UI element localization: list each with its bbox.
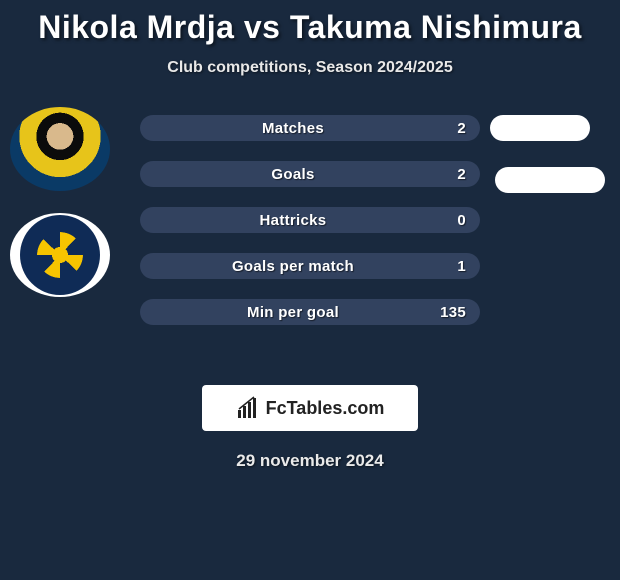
- club-badge: [10, 213, 110, 297]
- stat-row-gpm: Goals per match 1: [140, 245, 480, 291]
- stat-row-mpg: Min per goal 135: [140, 291, 480, 337]
- stat-bar-matches: Matches 2: [140, 115, 480, 141]
- avatar-column: [10, 107, 110, 319]
- stat-row-hattricks: Hattricks 0: [140, 199, 480, 245]
- stat-bar-gpm: Goals per match 1: [140, 253, 480, 279]
- stat-bar-hattricks: Hattricks 0: [140, 207, 480, 233]
- club-swirl-icon: [37, 232, 83, 278]
- player-avatar: [10, 107, 110, 191]
- stat-bar-mpg: Min per goal 135: [140, 299, 480, 325]
- right-bar-goals: [495, 167, 605, 193]
- date-text: 29 november 2024: [0, 451, 620, 471]
- right-bar-matches: [490, 115, 590, 141]
- fctables-badge: FcTables.com: [202, 385, 418, 431]
- comparison-panel: Matches 2 Goals 2 Hattricks 0 Goals per …: [0, 107, 620, 367]
- stat-value: 135: [440, 304, 466, 321]
- stat-label: Goals: [154, 166, 432, 183]
- club-badge-inner: [20, 215, 100, 295]
- stat-row-matches: Matches 2: [140, 107, 480, 153]
- stat-label: Goals per match: [154, 258, 432, 275]
- stat-value: 1: [440, 258, 466, 275]
- subtitle: Club competitions, Season 2024/2025: [0, 59, 620, 77]
- stat-bar-goals: Goals 2: [140, 161, 480, 187]
- bar-chart-icon: [236, 396, 260, 420]
- stat-label: Hattricks: [154, 212, 432, 229]
- fctables-text: FcTables.com: [266, 398, 385, 419]
- page-title: Nikola Mrdja vs Takuma Nishimura: [0, 0, 620, 45]
- stat-value: 2: [440, 120, 466, 137]
- stat-row-goals: Goals 2: [140, 153, 480, 199]
- stat-value: 2: [440, 166, 466, 183]
- left-bars: Matches 2 Goals 2 Hattricks 0 Goals per …: [140, 107, 480, 337]
- stat-label: Matches: [154, 120, 432, 137]
- stat-value: 0: [440, 212, 466, 229]
- stat-label: Min per goal: [154, 304, 432, 321]
